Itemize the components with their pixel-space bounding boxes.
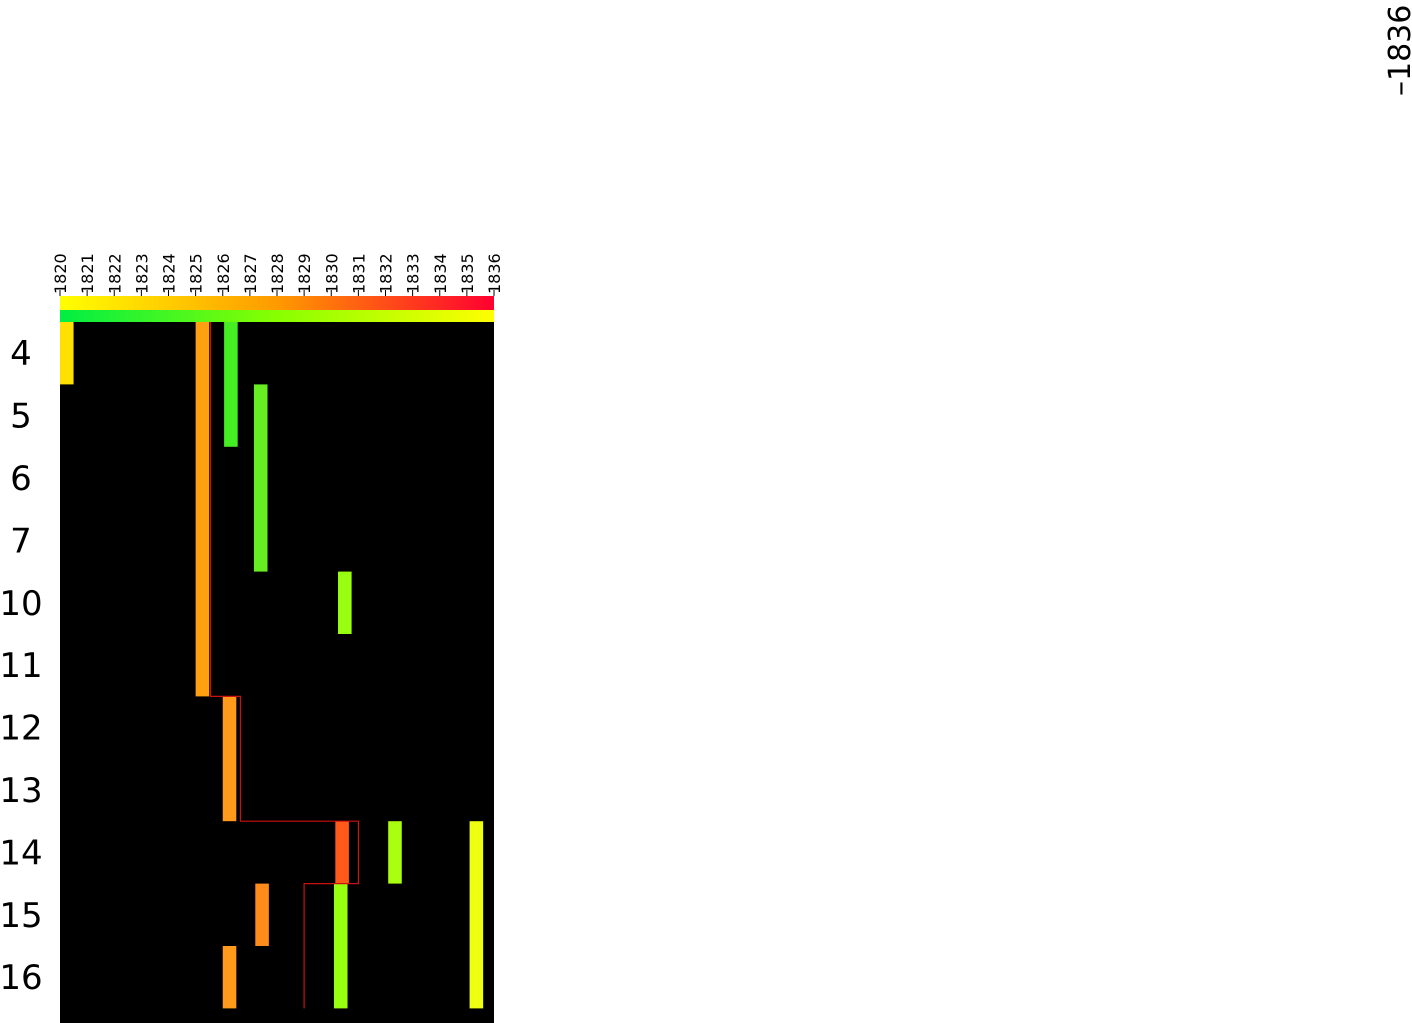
x-tick-label: 1825 xyxy=(187,253,206,294)
row-label: 16 xyxy=(0,958,43,998)
x-tick-label: 1824 xyxy=(160,253,179,294)
row-label: 7 xyxy=(10,521,32,561)
x-tick-label: 1832 xyxy=(377,253,396,294)
x-tick-label: 1821 xyxy=(78,253,97,294)
heatmap-bar xyxy=(469,821,484,1009)
row-label: 6 xyxy=(10,459,32,499)
x-tick-label: 1828 xyxy=(268,253,287,294)
x-tick-label: 1830 xyxy=(322,253,341,294)
heatmap-bar xyxy=(253,384,268,572)
row-label: 12 xyxy=(0,709,43,749)
row-label: 13 xyxy=(0,771,43,811)
heatmap-bar xyxy=(388,821,402,884)
row-label: 10 xyxy=(0,584,43,624)
x-tick-label: 1836 xyxy=(485,253,504,294)
second-gradient-bar xyxy=(60,310,494,322)
x-tick-label: 1829 xyxy=(295,253,314,294)
x-tick-label: 1834 xyxy=(431,253,450,294)
heatmap-bar xyxy=(224,322,238,447)
heatmap-bar xyxy=(222,946,237,1009)
x-tick-label: 1822 xyxy=(105,253,124,294)
heatmap-bar xyxy=(338,571,352,634)
x-tick-label: 1835 xyxy=(458,253,477,294)
corner-year-label: –1836 xyxy=(1383,5,1412,96)
x-tick-label: 1833 xyxy=(404,253,423,294)
top-gradient-bar xyxy=(60,296,494,310)
row-label: 4 xyxy=(10,334,32,374)
x-tick-label: 1831 xyxy=(349,253,368,294)
heatmap-bar xyxy=(222,696,237,822)
heatmap-bar xyxy=(335,821,349,884)
heatmap-bar xyxy=(195,322,210,697)
row-label: 5 xyxy=(10,397,32,437)
heatmap-bar xyxy=(60,322,74,385)
row-label: 14 xyxy=(0,833,43,873)
x-tick-label: 1823 xyxy=(132,253,151,294)
row-label: 15 xyxy=(0,896,43,936)
row-label: 11 xyxy=(0,646,43,686)
heatmap-bar xyxy=(333,883,348,1009)
x-tick-label: 1820 xyxy=(51,253,70,294)
plot-background xyxy=(60,322,494,1023)
heatmap-bar xyxy=(255,883,269,946)
x-tick-label: 1826 xyxy=(214,253,233,294)
trace-line xyxy=(209,322,359,1009)
x-tick-label: 1827 xyxy=(241,253,260,294)
